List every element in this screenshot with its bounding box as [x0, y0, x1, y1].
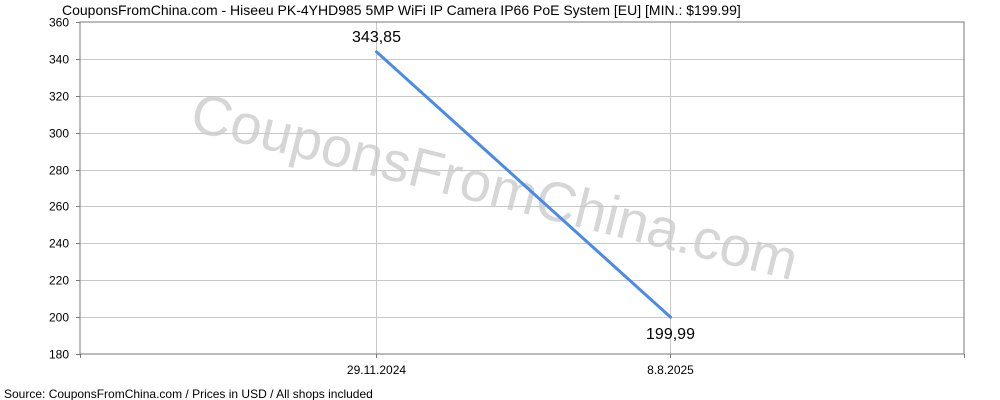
y-tick-label: 200	[49, 311, 69, 325]
chart-title: CouponsFromChina.com - Hiseeu PK-4YHD985…	[62, 2, 741, 18]
y-tick-label: 260	[49, 200, 69, 214]
data-label: 343,85	[352, 29, 401, 46]
y-tick-label: 340	[49, 53, 69, 67]
y-tick-label: 300	[49, 127, 69, 141]
y-tick-label: 180	[49, 348, 69, 362]
plot-frame	[79, 21, 965, 355]
y-tick-label: 360	[49, 16, 69, 30]
grid-layer	[80, 22, 964, 354]
data-label: 199,99	[646, 326, 695, 343]
y-tick-label: 240	[49, 237, 69, 251]
x-tick-label: 8.8.2025	[647, 363, 694, 377]
price-line	[375, 50, 672, 319]
series-layer	[375, 50, 672, 319]
label-layer: 343,85 199,99	[352, 29, 695, 343]
source-footer: Source: CouponsFromChina.com / Prices in…	[4, 387, 373, 400]
y-tick-label: 320	[49, 90, 69, 104]
axis-layer: 180 200 220 240 260 280 300 320 340 360 29.11.2024…	[49, 16, 965, 377]
x-tick-label: 29.11.2024	[347, 363, 406, 377]
watermark-text: CouponsFromChina.com	[185, 80, 804, 292]
y-tick-label: 280	[49, 164, 69, 178]
y-tick-label: 220	[49, 274, 69, 288]
